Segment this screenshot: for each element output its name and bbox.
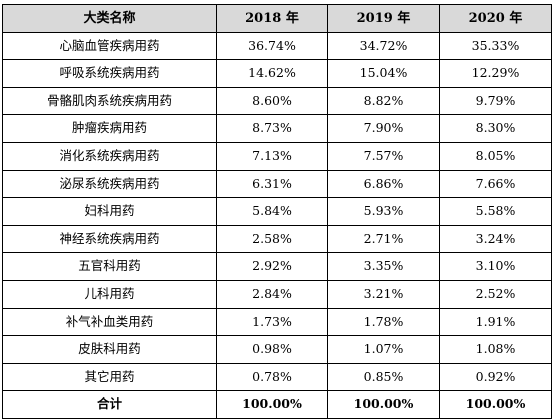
category-name-cell: 儿科用药 [2, 279, 217, 309]
share-2019-cell: 7.57% [327, 141, 440, 171]
share-2019-cell: 0.85% [327, 362, 440, 392]
table-row: 五官科用药 2.92% 3.35% 3.10% [2, 252, 552, 281]
share-2020-cell: 3.10% [439, 252, 552, 281]
category-name-cell: 肿瘤疾病用药 [2, 114, 217, 143]
header-year-2019: 2019 年 [327, 4, 440, 33]
share-2019-cell: 6.86% [327, 169, 440, 199]
drug-category-share-table: 大类名称 2018 年 2019 年 2020 年 心脑血管疾病用药 36.74%… [2, 4, 552, 419]
share-2020-cell: 2.52% [439, 279, 552, 309]
table-row: 妇科用药 5.84% 5.93% 5.58% [2, 197, 552, 226]
share-2020-cell: 8.05% [439, 141, 552, 171]
table-row: 消化系统疾病用药 7.13% 7.57% 8.05% [2, 141, 552, 171]
table-row: 补气补血类用药 1.73% 1.78% 1.91% [2, 307, 552, 337]
total-2020-cell: 100.00% [439, 390, 552, 419]
share-2020-cell: 3.24% [439, 224, 552, 254]
share-2019-cell: 5.93% [327, 197, 440, 226]
total-label-cell: 合计 [2, 390, 217, 419]
table-row: 肿瘤疾病用药 8.73% 7.90% 8.30% [2, 114, 552, 143]
share-2019-cell: 34.72% [327, 31, 440, 61]
total-2019-cell: 100.00% [327, 390, 440, 419]
category-name-cell: 其它用药 [2, 362, 217, 392]
category-name-cell: 消化系统疾病用药 [2, 141, 217, 171]
category-name-cell: 皮肤科用药 [2, 335, 217, 364]
share-2018-cell: 0.78% [216, 362, 328, 392]
share-2018-cell: 2.58% [216, 224, 328, 254]
share-2020-cell: 0.92% [439, 362, 552, 392]
share-2018-cell: 5.84% [216, 197, 328, 226]
share-2018-cell: 8.73% [216, 114, 328, 143]
table-row: 呼吸系统疾病用药 14.62% 15.04% 12.29% [2, 59, 552, 88]
table-row: 骨骼肌肉系统疾病用药 8.60% 8.82% 9.79% [2, 86, 552, 116]
category-name-cell: 五官科用药 [2, 252, 217, 281]
category-name-cell: 骨骼肌肉系统疾病用药 [2, 86, 217, 116]
share-2018-cell: 14.62% [216, 59, 328, 88]
share-2020-cell: 1.08% [439, 335, 552, 364]
share-2018-cell: 2.84% [216, 279, 328, 309]
share-2020-cell: 9.79% [439, 86, 552, 116]
share-2020-cell: 7.66% [439, 169, 552, 199]
share-2018-cell: 8.60% [216, 86, 328, 116]
header-row: 大类名称 2018 年 2019 年 2020 年 [2, 4, 552, 33]
category-name-cell: 神经系统疾病用药 [2, 224, 217, 254]
table-row: 其它用药 0.78% 0.85% 0.92% [2, 362, 552, 392]
category-name-cell: 补气补血类用药 [2, 307, 217, 337]
total-row: 合计 100.00% 100.00% 100.00% [2, 390, 552, 419]
share-2020-cell: 1.91% [439, 307, 552, 337]
header-year-2020: 2020 年 [439, 4, 552, 33]
share-2018-cell: 7.13% [216, 141, 328, 171]
share-2019-cell: 1.78% [327, 307, 440, 337]
share-2019-cell: 3.35% [327, 252, 440, 281]
table-row: 心脑血管疾病用药 36.74% 34.72% 35.33% [2, 31, 552, 61]
category-name-cell: 呼吸系统疾病用药 [2, 59, 217, 88]
category-name-cell: 心脑血管疾病用药 [2, 31, 217, 61]
share-2018-cell: 1.73% [216, 307, 328, 337]
share-2019-cell: 3.21% [327, 279, 440, 309]
table-body: 心脑血管疾病用药 36.74% 34.72% 35.33% 呼吸系统疾病用药 14.62%… [2, 31, 552, 419]
share-2020-cell: 35.33% [439, 31, 552, 61]
share-2020-cell: 8.30% [439, 114, 552, 143]
share-2019-cell: 2.71% [327, 224, 440, 254]
table-row: 泌尿系统疾病用药 6.31% 6.86% 7.66% [2, 169, 552, 199]
share-2018-cell: 2.92% [216, 252, 328, 281]
share-2018-cell: 0.98% [216, 335, 328, 364]
share-2019-cell: 1.07% [327, 335, 440, 364]
table-row: 儿科用药 2.84% 3.21% 2.52% [2, 279, 552, 309]
share-2020-cell: 12.29% [439, 59, 552, 88]
table-row: 神经系统疾病用药 2.58% 2.71% 3.24% [2, 224, 552, 254]
category-name-cell: 妇科用药 [2, 197, 217, 226]
header-category-name: 大类名称 [2, 4, 217, 33]
share-2020-cell: 5.58% [439, 197, 552, 226]
share-2018-cell: 36.74% [216, 31, 328, 61]
share-2018-cell: 6.31% [216, 169, 328, 199]
header-year-2018: 2018 年 [216, 4, 328, 33]
category-name-cell: 泌尿系统疾病用药 [2, 169, 217, 199]
share-2019-cell: 8.82% [327, 86, 440, 116]
share-2019-cell: 15.04% [327, 59, 440, 88]
table-header: 大类名称 2018 年 2019 年 2020 年 [2, 4, 552, 33]
table-row: 皮肤科用药 0.98% 1.07% 1.08% [2, 335, 552, 364]
share-2019-cell: 7.90% [327, 114, 440, 143]
total-2018-cell: 100.00% [216, 390, 328, 419]
